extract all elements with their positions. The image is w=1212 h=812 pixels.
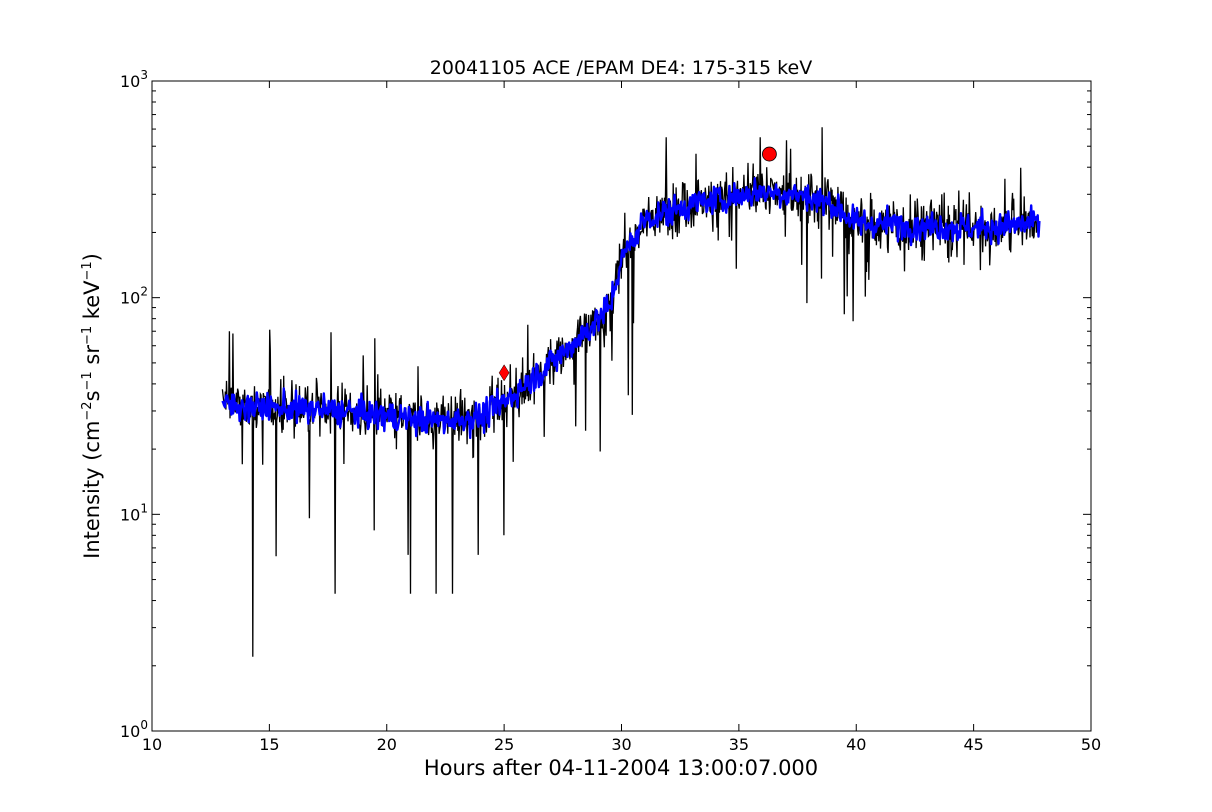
- peak-circle-marker: [761, 146, 777, 162]
- y-axis-label-exp-4: −1: [80, 261, 95, 280]
- x-tick-label: 50: [1081, 735, 1101, 754]
- y-axis-label-prefix: Intensity (cm: [80, 421, 104, 559]
- x-tick-label: 25: [494, 735, 514, 754]
- y-axis: 100 101 102 103: [120, 68, 1091, 741]
- onset-diamond-marker: [498, 364, 510, 382]
- x-tick-label: 35: [729, 735, 749, 754]
- x-tick-label: 10: [142, 735, 162, 754]
- x-tick-label: 45: [963, 735, 983, 754]
- smoothed-intensity-line: [221, 177, 1041, 440]
- y-tick-label: 103: [120, 68, 148, 91]
- raw-intensity-line: [221, 127, 1041, 657]
- x-tick-label: 30: [611, 735, 631, 754]
- y-axis-label-exp-1: −2: [80, 401, 95, 420]
- x-tick-label: 15: [259, 735, 279, 754]
- y-axis-label-exp-2: −1: [80, 371, 95, 390]
- plot-data: [221, 127, 1041, 657]
- y-axis-label-exp-3: −1: [80, 326, 95, 345]
- y-axis-label: Intensity (cm−2s−1 sr−1 keV−1): [80, 253, 104, 559]
- x-axis-label: Hours after 04-11-2004 13:00:07.000: [424, 756, 818, 780]
- y-axis-label-suffix: ): [80, 253, 104, 261]
- y-tick-label: 100: [120, 718, 148, 741]
- y-tick-label: 102: [120, 285, 148, 308]
- x-tick-label: 40: [846, 735, 866, 754]
- y-axis-label-part-2: sr: [80, 345, 104, 372]
- y-axis-label-part-1: s: [80, 390, 104, 401]
- x-axis: 10 15 20 25 30 35 40 45 50: [142, 81, 1101, 754]
- y-tick-label: 101: [120, 501, 148, 524]
- y-axis-label-part-3: keV: [80, 280, 104, 326]
- x-tick-label: 20: [377, 735, 397, 754]
- chart-title: 20041105 ACE /EPAM DE4: 175-315 keV: [430, 57, 812, 79]
